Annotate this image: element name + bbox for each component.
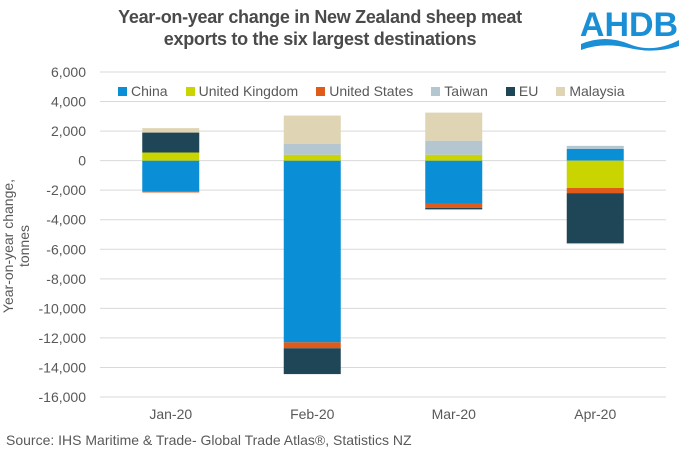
y-tick-label: -8,000 — [46, 271, 86, 287]
bar-segment-eu — [142, 132, 200, 153]
legend-label: EU — [518, 83, 539, 99]
y-tick-label: -2,000 — [46, 182, 86, 198]
bar-segment-united-kingdom — [142, 152, 200, 161]
y-tick-label: -16,000 — [39, 389, 87, 405]
bar-segment-united-states — [425, 203, 483, 208]
legend-label: Malaysia — [569, 83, 625, 99]
legend-item: Taiwan — [431, 83, 488, 99]
bar-segment-united-states — [142, 191, 200, 193]
bar-segment-taiwan — [425, 140, 483, 155]
y-tick-label: -6,000 — [46, 241, 86, 257]
y-tick-label: -4,000 — [46, 212, 86, 228]
y-tick-label: -12,000 — [39, 330, 87, 346]
source-note: Source: IHS Maritime & Trade- Global Tra… — [6, 432, 412, 448]
chart-title: Year-on-year change in New Zealand sheep… — [60, 6, 580, 50]
legend-swatch — [431, 86, 441, 96]
bar-segment-malaysia — [566, 243, 624, 245]
x-tick-label: Jan-20 — [149, 406, 192, 422]
legend-item: United Kingdom — [185, 83, 299, 99]
y-axis-ticks: 6,000 4,000 2,000 0 -2,000 -4,000 -6,000 -8,000… — [39, 64, 87, 405]
bar-segment-united-kingdom — [566, 160, 624, 188]
legend-swatch — [316, 86, 326, 96]
logo-wave-icon — [581, 39, 679, 51]
x-tick-label: Mar-20 — [432, 406, 477, 422]
bar-segment-taiwan — [283, 143, 341, 155]
y-tick-label: 2,000 — [51, 123, 86, 139]
bar-segment-malaysia — [142, 128, 200, 133]
bar-segment-china — [283, 160, 341, 343]
x-axis-ticks: Jan-20 Feb-20 Mar-20 Apr-20 — [149, 406, 616, 422]
legend-label: Taiwan — [444, 83, 488, 99]
bar-segment-china — [566, 148, 624, 161]
logo-text: AHDB — [580, 6, 678, 44]
x-tick-label: Apr-20 — [574, 406, 616, 422]
bar-segment-eu — [566, 193, 624, 244]
legend: China United Kingdom United States Taiwan EU… — [118, 83, 643, 99]
chart-title-line1: Year-on-year change in New Zealand sheep… — [118, 7, 522, 27]
ahdb-logo: AHDB — [575, 4, 683, 56]
legend-item: EU — [505, 83, 539, 99]
bar-segment-united-states — [566, 187, 624, 194]
y-tick-label: -10,000 — [39, 300, 87, 316]
y-tick-label: 0 — [78, 153, 86, 169]
legend-item: Malaysia — [556, 83, 625, 99]
bar-segment-united-kingdom — [425, 154, 483, 161]
bar-segment-united-states — [283, 342, 341, 349]
bar-segment-eu — [283, 348, 341, 375]
x-tick-label: Feb-20 — [290, 406, 335, 422]
legend-item: United States — [316, 83, 413, 99]
legend-swatch — [505, 86, 515, 96]
legend-label: United Kingdom — [198, 83, 299, 99]
y-tick-label: 6,000 — [51, 64, 86, 80]
bar-segment-eu — [425, 207, 483, 210]
chart-title-line2: exports to the six largest destinations — [163, 29, 477, 49]
legend-swatch — [118, 86, 127, 96]
legend-label: China — [131, 83, 168, 99]
legend-swatch — [185, 86, 195, 96]
y-tick-label: 4,000 — [51, 94, 86, 110]
legend-swatch — [556, 86, 566, 96]
y-axis-label: Year-on-year change, tonnes — [0, 178, 32, 314]
bar-segment-malaysia — [425, 112, 483, 141]
bar-segment-taiwan — [566, 145, 624, 149]
bar-segment-united-kingdom — [283, 154, 341, 161]
bars — [142, 112, 624, 375]
y-tick-label: -14,000 — [39, 359, 87, 375]
bar-segment-china — [425, 160, 483, 204]
bar-segment-china — [142, 160, 200, 192]
legend-label: United States — [329, 83, 414, 99]
bar-segment-malaysia — [283, 115, 341, 144]
legend-item: China — [118, 83, 168, 99]
